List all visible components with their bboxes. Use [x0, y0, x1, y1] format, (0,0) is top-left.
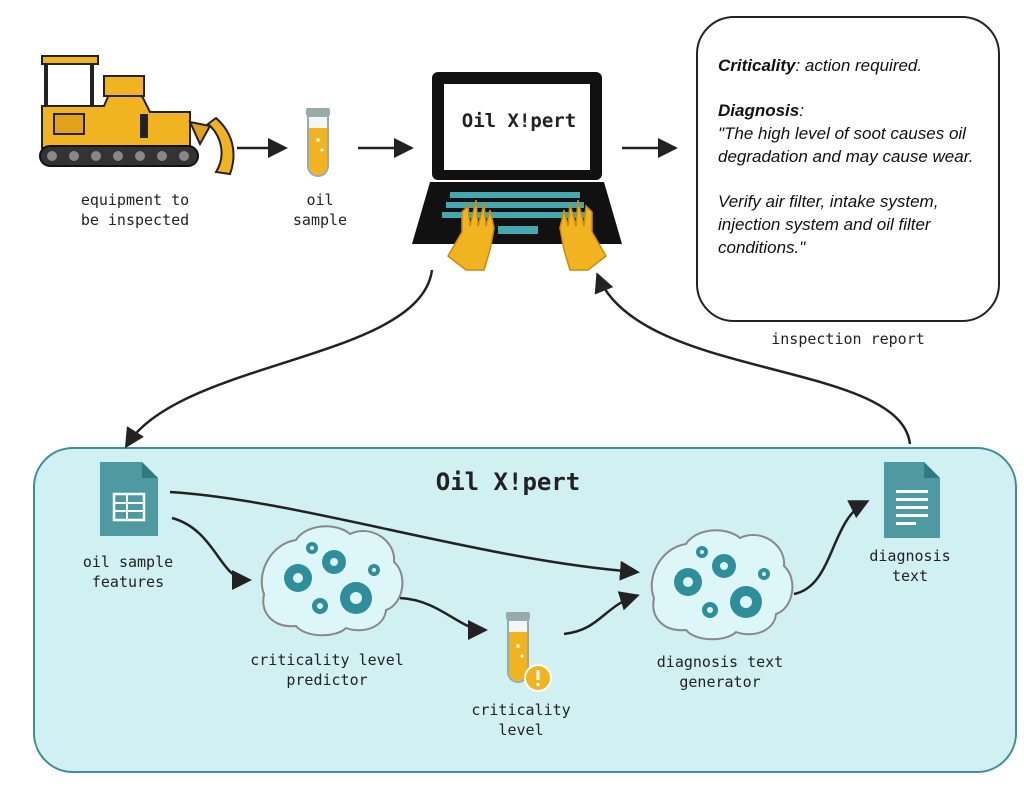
criticality-predictor-label: criticality level predictor [232, 650, 422, 690]
panel-title: Oil X!pert [435, 468, 581, 496]
equipment-label: equipment to be inspected [60, 190, 210, 230]
oil-sample-label-line2: sample [292, 211, 348, 229]
left-hand-icon [447, 199, 495, 271]
oil-sample-tube-icon [306, 108, 330, 177]
arrow-laptop-to-features [124, 269, 434, 449]
predictor-label-line1: criticality level [250, 651, 404, 669]
warning-badge-icon [524, 664, 552, 692]
diagnosis-label-line2: text [891, 567, 929, 585]
criticality-level-label: criticality level [456, 700, 586, 740]
equipment-label-line2: be inspected [80, 211, 190, 229]
right-hand-icon [559, 199, 607, 271]
generator-label-line1: diagnosis text [656, 653, 784, 671]
inspection-report-box: Criticality: action required. Diagnosis:… [696, 16, 1000, 322]
oil-sample-features-label: oil sample features [60, 552, 196, 592]
arrow-diagnosis-to-laptop [594, 272, 912, 445]
brain-gears-icon-predictor [260, 525, 404, 637]
arrow-features-to-generator [169, 490, 640, 581]
report-criticality-label: Criticality [718, 56, 796, 75]
report-diagnosis-label: Diagnosis [718, 101, 800, 120]
predictor-label-line2: predictor [286, 671, 368, 689]
report-diagnosis-quote1: "The high level of soot causes oil degra… [718, 124, 974, 166]
criticality-label-line2: level [498, 721, 544, 739]
diagnosis-label-line1: diagnosis [869, 547, 951, 565]
laptop-screen-title: Oil X!pert [461, 110, 577, 132]
criticality-label-line1: criticality [471, 701, 571, 719]
generator-label-line2: generator [679, 673, 761, 691]
equipment-label-line1: equipment to [80, 191, 190, 209]
report-criticality: Criticality: action required. [718, 54, 993, 77]
bulldozer-icon [39, 55, 235, 176]
inspection-report-text: Criticality: action required. Diagnosis:… [718, 54, 993, 281]
report-criticality-value: : action required. [795, 56, 923, 75]
report-diagnosis-quote2: Verify air filter, intake system, inject… [718, 192, 939, 257]
arrow-features-to-predictor [171, 516, 252, 590]
spreadsheet-document-icon [100, 462, 158, 536]
oil-sample-label-line1: oil [306, 191, 334, 209]
diagnosis-text-label: diagnosis text [850, 546, 970, 586]
features-label-line2: features [91, 573, 165, 591]
diagnosis-generator-label: diagnosis text generator [630, 652, 810, 692]
brain-gears-icon-generator [650, 529, 794, 641]
oil-sample-label: oil sample [280, 190, 360, 230]
features-label-line1: oil sample [82, 553, 174, 571]
text-document-icon [884, 462, 940, 538]
report-diagnosis-heading: Diagnosis: [718, 99, 993, 122]
arrow-criticality-to-generator [563, 591, 640, 636]
report-diagnosis-colon: : [799, 101, 804, 120]
inspection-report-label: inspection report [771, 330, 925, 348]
arrow-predictor-to-criticality [399, 596, 488, 640]
arrow-generator-to-diagnosis [793, 500, 870, 596]
